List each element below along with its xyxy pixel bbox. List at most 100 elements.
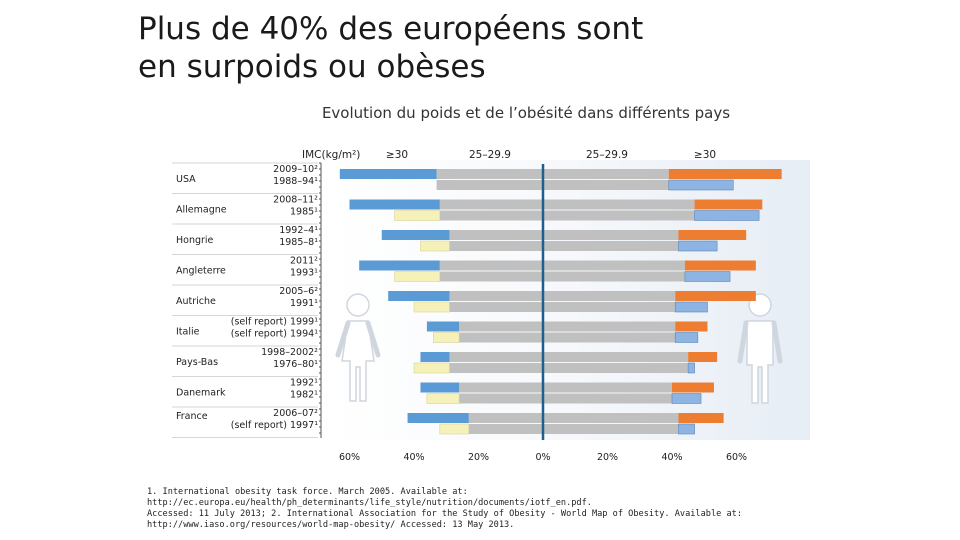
axis-header-label: IMC(kg/m²) [302,149,360,161]
period-label-earlier: 1993¹ [290,268,318,279]
man-arms [737,320,783,364]
bar-women-earlier [420,240,450,252]
background-band [449,352,689,362]
background-band [459,393,672,404]
reference-line: http://www.iaso.org/resources/world-map-… [147,520,515,530]
x-tick-label: 40% [661,452,682,463]
x-tick-label: 20% [468,452,489,463]
background-band [449,291,676,301]
background-band [459,382,672,393]
bar-men-earlier [674,301,708,313]
x-tick-label: 60% [726,452,747,463]
background-band [449,241,679,251]
period-label-earlier: 1991¹ [290,298,318,309]
period-label-earlier: 1985–8¹ [279,237,318,248]
background-band [468,424,679,434]
page-title: Plus de 40% des européens sont en surpoi… [138,10,643,86]
bar-women-recent [426,321,460,332]
period-label-recent: 2008–11² [273,195,318,206]
man-silhouette-icon [737,293,783,404]
country-label: Hongrie [176,235,214,246]
period-label-recent: (self report) 1999¹ [231,317,318,328]
bar-women-recent [420,382,460,393]
period-label-earlier: 1985¹ [290,207,318,218]
x-tick-label: 20% [597,452,618,463]
period-label-earlier: 1976–80¹ [273,359,318,370]
period-label-earlier: (self report) 1994¹ [231,329,318,340]
bar-women-earlier [394,271,441,282]
bmi-header-label: 25–29.9 [586,149,628,161]
bar-women-recent [388,291,450,301]
country-label: USA [176,174,196,185]
background-band [439,260,685,271]
country-label: Allemagne [176,205,227,216]
country-label: Pays-Bas [176,357,218,368]
bar-men-earlier [674,332,699,343]
bar-women-recent [359,260,440,271]
page-title-line-2: en surpoids ou obèses [138,49,486,85]
background-band [436,180,669,190]
bar-men-recent [678,413,724,423]
reference-line: 1. International obesity task force. Mar… [147,487,468,497]
bar-men-recent [675,321,708,332]
period-label-earlier: (self report) 1997¹ [231,420,318,431]
country-label: Danemark [176,388,226,399]
bar-women-earlier [426,393,460,404]
background-band [468,413,679,423]
bmi-header-label: ≥30 [694,149,716,161]
chart-subtitle: Evolution du poids et de l’obésité dans … [321,104,731,122]
man-body [746,320,774,404]
background-band [439,271,685,282]
bar-men-recent [684,260,756,271]
bar-men-recent [678,230,747,240]
woman-arms [335,320,381,358]
bar-women-earlier [413,301,450,313]
bar-men-earlier [694,210,760,221]
bar-men-earlier [678,423,695,435]
period-label-recent: 2006–07² [273,408,318,419]
page-title-line-1: Plus de 40% des européens sont [138,11,644,47]
x-tick-label: 0% [535,452,550,463]
bmi-header-label: ≥30 [386,149,408,161]
bar-men-earlier [678,240,718,252]
bar-women-recent [339,169,437,179]
period-label-recent: 1992–4¹ [279,225,318,236]
bar-women-earlier [433,332,460,343]
bar-women-recent [381,230,450,240]
country-label: France [176,411,208,422]
period-label-recent: 2011² [290,256,318,267]
x-tick-label: 40% [403,452,424,463]
woman-head [346,293,370,317]
bar-women-recent [420,352,450,362]
background-band [459,332,676,343]
reference-line: http://ec.europa.eu/health/ph_determinan… [147,498,592,508]
bar-men-earlier [671,393,702,404]
background-band [459,321,676,332]
bar-women-recent [407,413,469,423]
woman-body [341,320,375,402]
background-band [449,302,676,312]
country-label: Italie [176,327,200,338]
country-label: Angleterre [176,266,226,277]
bar-men-earlier [684,271,731,282]
references: 1. International obesity task force. Mar… [147,487,742,531]
period-label-earlier: 1988–94¹ [273,176,318,187]
period-label-earlier: 1982¹ [290,390,318,401]
bar-men-recent [668,169,782,179]
bmi-header-label: 25–29.9 [469,149,511,161]
period-label-recent: 2009–10² [273,164,318,175]
bar-men-recent [688,352,718,362]
bar-women-recent [349,199,440,210]
bar-men-earlier [668,179,734,191]
background-band [449,363,689,373]
period-label-recent: 2005–6² [279,286,318,297]
background-band [439,199,695,210]
bar-women-earlier [413,362,450,374]
reference-line: Accessed: 11 July 2013; 2. International… [147,509,742,519]
period-label-recent: 1992¹ [290,378,318,389]
x-tick-label: 60% [339,452,360,463]
bar-men-earlier [687,362,695,374]
bar-women-earlier [394,210,441,221]
period-label-recent: 1998–2002² [261,347,318,358]
